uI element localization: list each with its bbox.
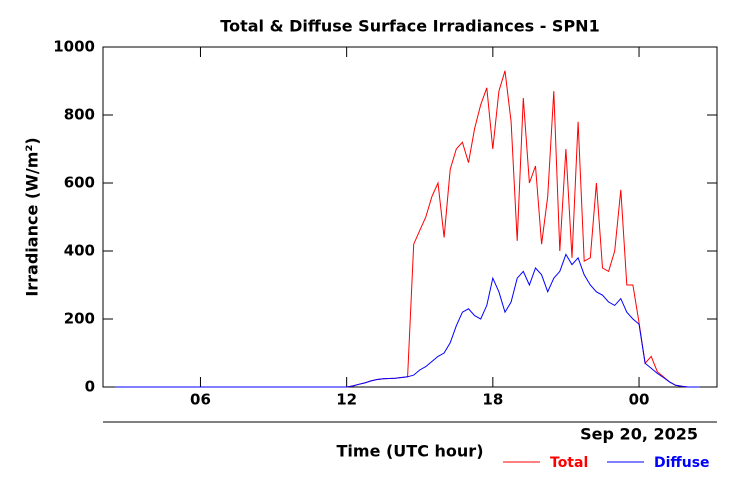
y-tick-label: 600	[64, 174, 95, 192]
x-tick-label: 18	[482, 391, 503, 409]
date-label: Sep 20, 2025	[580, 425, 698, 444]
series-line	[115, 253, 700, 388]
y-tick-label: 200	[64, 310, 95, 328]
x-tick-label: 12	[336, 391, 357, 409]
legend-label: Total	[550, 455, 588, 471]
y-tick-label: 400	[64, 242, 95, 260]
series-line	[115, 70, 700, 388]
y-tick-label: 800	[64, 106, 95, 124]
x-axis-label: Time (UTC hour)	[337, 442, 484, 461]
chart-title: Total & Diffuse Surface Irradiances - SP…	[220, 17, 599, 36]
y-tick-label: 1000	[53, 38, 95, 56]
legend-label: Diffuse	[654, 455, 710, 471]
plot-frame	[102, 46, 718, 388]
y-tick-label: 0	[85, 378, 95, 396]
y-axis-label: Irradiance (W/m²)	[23, 137, 42, 296]
x-tick-label: 06	[190, 391, 211, 409]
x-tick-label: 00	[629, 391, 650, 409]
